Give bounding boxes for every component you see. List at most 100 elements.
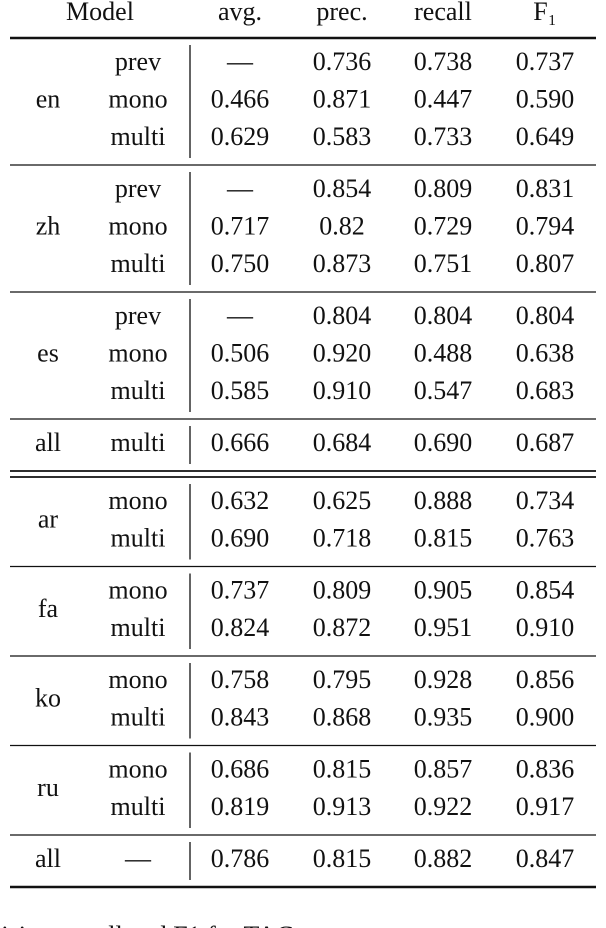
- value-cell: 0.666: [211, 428, 270, 457]
- value-cell: 0.763: [516, 523, 575, 552]
- value-cell: 0.583: [313, 122, 372, 151]
- value-cell: 0.506: [211, 338, 270, 367]
- value-cell: 0.734: [516, 486, 575, 515]
- header-cell: F₁: [533, 0, 557, 26]
- value-cell: 0.888: [414, 486, 473, 515]
- header-cell: Model: [66, 0, 134, 26]
- value-cell: 0.922: [414, 792, 473, 821]
- value-cell: 0.690: [414, 428, 473, 457]
- model-cell: mono: [108, 665, 167, 694]
- value-cell: 0.913: [313, 792, 372, 821]
- model-cell: mono: [108, 338, 167, 367]
- value-cell: 0.736: [313, 47, 372, 76]
- value-cell: 0.905: [414, 575, 473, 604]
- value-cell: —: [226, 301, 254, 330]
- value-cell: 0.804: [414, 301, 473, 330]
- value-cell: 0.910: [313, 376, 372, 405]
- value-cell: 0.686: [211, 754, 270, 783]
- value-cell: 0.729: [414, 211, 473, 240]
- model-cell: prev: [115, 47, 161, 76]
- model-cell: prev: [115, 174, 161, 203]
- value-cell: 0.917: [516, 792, 575, 821]
- group-label: en: [36, 84, 61, 113]
- value-cell: 0.831: [516, 174, 575, 203]
- value-cell: 0.794: [516, 211, 575, 240]
- value-cell: 0.683: [516, 376, 575, 405]
- value-cell: 0.935: [414, 702, 473, 731]
- value-cell: 0.843: [211, 702, 270, 731]
- model-cell: multi: [111, 792, 166, 821]
- model-cell: multi: [111, 249, 166, 278]
- value-cell: 0.684: [313, 428, 372, 457]
- value-cell: 0.82: [319, 211, 365, 240]
- model-cell: multi: [111, 122, 166, 151]
- model-cell: multi: [111, 523, 166, 552]
- value-cell: 0.900: [516, 702, 575, 731]
- value-cell: 0.466: [211, 84, 270, 113]
- value-cell: 0.733: [414, 122, 473, 151]
- value-cell: 0.857: [414, 754, 473, 783]
- value-cell: 0.815: [313, 844, 372, 873]
- group-label: ar: [38, 505, 59, 534]
- value-cell: 0.807: [516, 249, 575, 278]
- model-cell: mono: [108, 754, 167, 783]
- model-cell: multi: [111, 613, 166, 642]
- value-cell: 0.649: [516, 122, 575, 151]
- value-cell: 0.847: [516, 844, 575, 873]
- value-cell: 0.737: [516, 47, 575, 76]
- value-cell: 0.951: [414, 613, 473, 642]
- value-cell: 0.718: [313, 523, 372, 552]
- value-cell: 0.815: [414, 523, 473, 552]
- value-cell: 0.632: [211, 486, 270, 515]
- value-cell: 0.809: [313, 575, 372, 604]
- model-cell: mono: [108, 211, 167, 240]
- value-cell: 0.836: [516, 754, 575, 783]
- value-cell: 0.738: [414, 47, 473, 76]
- value-cell: 0.547: [414, 376, 473, 405]
- value-cell: 0.795: [313, 665, 372, 694]
- model-cell: mono: [108, 486, 167, 515]
- group-label: all: [35, 844, 61, 873]
- value-cell: 0.872: [313, 613, 372, 642]
- value-cell: 0.868: [313, 702, 372, 731]
- value-cell: 0.804: [516, 301, 575, 330]
- value-cell: 0.629: [211, 122, 270, 151]
- value-cell: 0.638: [516, 338, 575, 367]
- value-cell: 0.928: [414, 665, 473, 694]
- value-cell: 0.585: [211, 376, 270, 405]
- header-cell: avg.: [218, 0, 262, 26]
- value-cell: 0.819: [211, 792, 270, 821]
- value-cell: 0.804: [313, 301, 372, 330]
- value-cell: 0.920: [313, 338, 372, 367]
- model-cell: multi: [111, 428, 166, 457]
- value-cell: 0.809: [414, 174, 473, 203]
- value-cell: 0.824: [211, 613, 270, 642]
- value-cell: 0.882: [414, 844, 473, 873]
- value-cell: 0.687: [516, 428, 575, 457]
- model-cell: —: [124, 844, 152, 873]
- value-cell: 0.717: [211, 211, 270, 240]
- value-cell: 0.856: [516, 665, 575, 694]
- value-cell: 0.690: [211, 523, 270, 552]
- value-cell: 0.750: [211, 249, 270, 278]
- value-cell: 0.786: [211, 844, 270, 873]
- model-cell: multi: [111, 702, 166, 731]
- header-cell: prec.: [316, 0, 367, 26]
- value-cell: 0.737: [211, 575, 270, 604]
- caption: Table 1: Micro-average precision, recall…: [0, 921, 293, 928]
- model-cell: multi: [111, 376, 166, 405]
- value-cell: 0.751: [414, 249, 473, 278]
- value-cell: 0.447: [414, 84, 473, 113]
- value-cell: 0.854: [516, 575, 575, 604]
- value-cell: 0.854: [313, 174, 372, 203]
- value-cell: 0.815: [313, 754, 372, 783]
- group-label: ko: [35, 684, 61, 713]
- group-label: fa: [38, 594, 59, 623]
- value-cell: 0.625: [313, 486, 372, 515]
- header-cell: recall: [414, 0, 472, 26]
- group-label: all: [35, 428, 61, 457]
- value-cell: 0.758: [211, 665, 270, 694]
- group-label: es: [37, 338, 59, 367]
